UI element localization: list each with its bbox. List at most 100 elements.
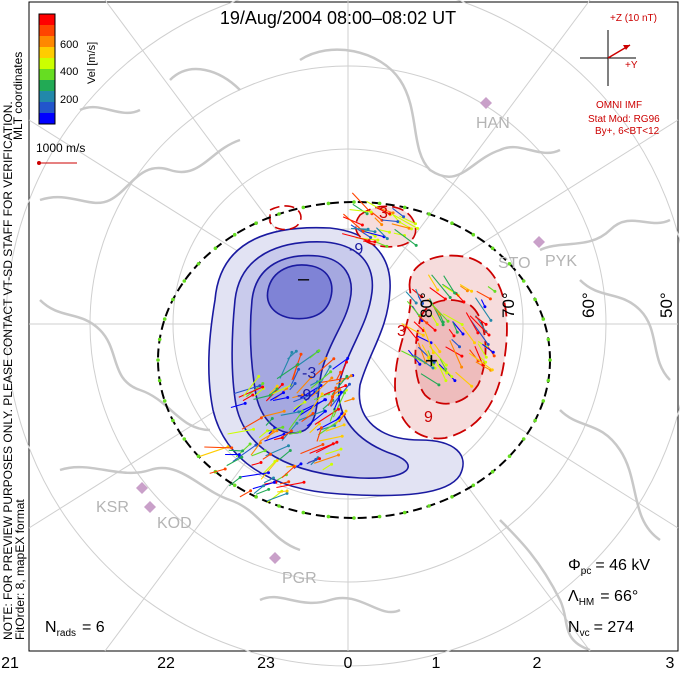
velocity-vector: [429, 302, 449, 322]
boundary-dot: [301, 510, 306, 515]
velocity-vector: [442, 313, 463, 325]
velocity-vector: [344, 398, 354, 403]
colorbar-cell: [39, 47, 55, 59]
svg-text:Φpc= 46 kV: Φpc = 46 kV: [568, 557, 650, 577]
boundary-dot: [171, 297, 175, 302]
velocity-vector: [351, 192, 373, 215]
velocity-vector: [342, 216, 363, 226]
velocity-vector: [269, 385, 278, 395]
velocity-vector: [470, 319, 489, 345]
mlt-label: 0: [344, 655, 353, 672]
stat-phi-pc: Φpc = 46 kV: [568, 557, 650, 577]
velocity-vector: [452, 322, 458, 333]
velocity-vector: [289, 383, 296, 391]
velocity-vector: [374, 217, 383, 225]
boundary-dot: [402, 205, 407, 210]
velocity-vector: [325, 448, 342, 455]
svg-text:HAN: HAN: [476, 115, 510, 132]
velocity-vector: [430, 313, 438, 325]
velocity-vector: [333, 391, 342, 411]
colorbar-cell: [39, 102, 55, 114]
velocity-vector: [329, 387, 337, 407]
latitude-labels: 80° 70° 60° 50°: [417, 292, 676, 318]
velocity-vector: [253, 394, 271, 400]
latitude-label: 70°: [499, 292, 518, 318]
velocity-vector: [340, 361, 348, 376]
velocity-vector: [465, 312, 479, 334]
velocity-vector: [429, 298, 444, 325]
velocity-vector: [327, 396, 333, 406]
velocity-vector: [329, 409, 336, 422]
velocity-vector: [204, 446, 232, 449]
contour-labels: -9 3 3 9 -3 -9: [297, 205, 433, 426]
velocity-vector: [228, 449, 243, 452]
velocity-vector: [413, 321, 424, 331]
boundary-dot: [326, 514, 331, 519]
stat-lambda-hm: ΛHM = 66°: [568, 588, 638, 608]
velocity-vector: [325, 424, 345, 432]
boundary-dot: [171, 418, 175, 423]
station-ksr: KSR: [96, 482, 148, 516]
mlt-label: 23: [257, 655, 275, 672]
coastline-alaska: [59, 465, 301, 552]
boundary-dot: [196, 454, 201, 459]
velocity-vector: [375, 241, 388, 247]
colorbar-cell: [39, 91, 55, 103]
boundary-dot: [232, 232, 237, 237]
velocity-vector: [379, 229, 390, 233]
boundary-dot: [326, 201, 331, 206]
colorbar-cell: [39, 14, 55, 26]
velocity-vector: [443, 275, 456, 294]
contour-label: 3: [397, 323, 406, 340]
velocity-vector: [363, 240, 375, 243]
velocity-vector: [313, 393, 329, 401]
velocity-vector: [477, 343, 487, 358]
velocity-vector: [299, 399, 326, 416]
velocity-vector: [474, 316, 487, 325]
velocity-vector: [405, 291, 417, 304]
coord-system-label: MLT coordinates: [11, 52, 25, 140]
velocity-vector: [468, 352, 493, 371]
boundary-dot: [490, 246, 495, 251]
coastline-america: [39, 138, 241, 432]
colorbar-tick: 600: [60, 39, 78, 51]
velocity-vector: [426, 356, 436, 369]
plot-frame: [28, 1, 679, 652]
contour-label: 9: [424, 409, 433, 426]
velocity-vector: [314, 358, 335, 376]
velocity-vector: [267, 426, 283, 432]
velocity-vector: [280, 411, 299, 416]
velocity-vectors: [199, 192, 497, 504]
velocity-vector: [306, 393, 323, 417]
velocity-vector: [417, 346, 435, 363]
velocity-vector: [271, 384, 292, 395]
boundary-dot: [254, 495, 258, 499]
velocity-vector: [300, 443, 324, 455]
imf-model-line2: By+, 6<BT<12: [595, 126, 660, 137]
velocity-vector: [209, 468, 226, 474]
velocity-vector: [309, 423, 320, 434]
positive-cell-inner: [414, 299, 487, 405]
radar-stations: HAN STO PYK KSR KOD PGR: [96, 97, 577, 587]
latitude-label: 80°: [417, 292, 436, 318]
boundary-dot: [182, 279, 187, 283]
velocity-vector: [240, 472, 269, 478]
velocity-vector: [335, 410, 347, 425]
velocity-vector: [448, 328, 455, 337]
velocity-vector: [394, 228, 417, 246]
velocity-vector: [258, 430, 268, 439]
velocity-vector: [242, 394, 254, 402]
velocity-vector: [301, 413, 314, 423]
velocity-vector: [482, 343, 494, 353]
velocity-vector: [399, 215, 416, 225]
velocity-vector: [349, 209, 372, 213]
velocity-vector: [321, 377, 348, 383]
boundary-dot: [277, 504, 281, 508]
boundary-dot: [162, 317, 167, 321]
velocity-vector: [431, 274, 451, 298]
velocity-vector: [272, 396, 288, 402]
boundary-dot: [301, 205, 306, 210]
velocity-vector: [289, 431, 301, 435]
boundary-dot: [232, 483, 237, 488]
velocity-vector: [487, 286, 496, 292]
